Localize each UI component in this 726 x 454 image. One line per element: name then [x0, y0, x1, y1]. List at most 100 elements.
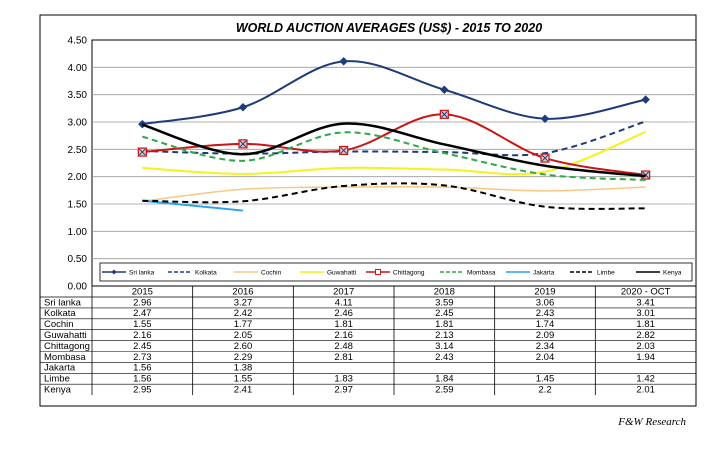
table-row: Mombasa 2.73 2.29 2.81 2.43 2.04 1.94	[44, 352, 655, 363]
table-cell: 1.55	[234, 374, 253, 385]
x-tick-label: 2017	[333, 287, 354, 298]
table-cell: 2.47	[133, 308, 152, 319]
table-cell: 1.56	[133, 374, 152, 385]
plot-area	[91, 39, 697, 287]
table-cell: 2.01	[636, 385, 655, 396]
table-cell: 1.45	[536, 374, 555, 385]
table-cell: 2.2	[538, 385, 551, 396]
legend-item-kolkata: Kolkata	[168, 269, 217, 276]
table-cell: 2.29	[234, 352, 253, 363]
series-kenya	[141, 122, 646, 178]
legend-item-sri-lanka: Sri lanka	[102, 269, 155, 276]
table-cell: 2.42	[234, 308, 253, 319]
table-cell: 1.77	[234, 319, 253, 330]
legend-item-kenya: Kenya	[636, 269, 682, 276]
legend-label: Cochin	[261, 269, 282, 276]
table-cell: 1.42	[636, 374, 655, 385]
series-mombasa	[142, 131, 646, 181]
table-row: Sri lanka 2.96 3.27 4.11 3.59 3.06 3.41	[44, 297, 655, 308]
table-cell: 3.27	[234, 297, 253, 308]
table-row: Chittagong 2.45 2.60 2.48 3.14 2.34 2.03	[44, 341, 655, 352]
y-tick-label: 1.00	[68, 227, 88, 238]
table-cell: 1.81	[435, 319, 454, 330]
table-cell: 2.45	[435, 308, 454, 319]
table-cell: 2.03	[636, 341, 655, 352]
legend-item-chittagong: Chittagong	[366, 269, 425, 276]
data-point	[439, 85, 449, 95]
table-cell: 2.48	[334, 341, 353, 352]
y-tick-label: 3.50	[68, 90, 88, 101]
data-point	[339, 56, 349, 66]
table-cell: 1.83	[334, 374, 353, 385]
series-line-mombasa	[142, 131, 646, 181]
table-cell: 2.34	[536, 341, 555, 352]
table-row-label: Mombasa	[44, 352, 86, 363]
table-cell: 4.11	[335, 297, 353, 308]
table-cell: 1.55	[133, 319, 152, 330]
table-cell: 1.84	[435, 374, 454, 385]
table-row-label: Limbe	[44, 374, 70, 385]
data-table: 2015 2016 2017 2018 2019 2020 - OCT Sri lanka 2…	[40, 286, 697, 396]
table-cell: 2.04	[536, 352, 555, 363]
legend-item-limbe: Limbe	[570, 269, 615, 276]
series-sri-lanka	[137, 56, 651, 129]
table-cell: 2.95	[133, 385, 152, 396]
table-row-label: Chittagong	[44, 341, 90, 352]
table-cell: 1.81	[636, 319, 655, 330]
y-tick-label: 1.50	[68, 200, 88, 211]
legend-item-guwahatti: Guwahatti	[300, 269, 356, 276]
table-row: Guwahatti 2.16 2.05 2.16 2.13 2.09 2.82	[44, 330, 655, 341]
table-row-label: Guwahatti	[44, 330, 87, 341]
y-tick-label: 2.00	[68, 172, 88, 183]
table-cell: 2.05	[234, 330, 253, 341]
x-tick-label: 2019	[534, 287, 555, 298]
table-cell: 2.96	[133, 297, 152, 308]
legend-item-jakarta: Jakarta	[506, 269, 555, 276]
legend-label: Kolkata	[195, 269, 217, 276]
table-row: Limbe 1.56 1.55 1.83 1.84 1.45 1.42	[44, 374, 655, 385]
table-cell: 2.09	[536, 330, 555, 341]
y-tick-label: 4.50	[68, 36, 88, 47]
data-point	[540, 114, 550, 124]
series-limbe	[142, 182, 646, 210]
table-cell: 3.01	[636, 308, 655, 319]
y-tick-label: 3.00	[68, 118, 88, 129]
legend-item-cochin: Cochin	[234, 269, 282, 276]
series-line-cochin	[142, 185, 646, 203]
legend-box	[99, 262, 693, 282]
data-point	[641, 95, 651, 104]
table-cell: 3.41	[636, 297, 655, 308]
table-cell: 2.13	[435, 330, 454, 341]
legend-marker	[111, 269, 117, 275]
y-axis: 0.00 0.50 1.00 1.50 2.00 2.50 3.00 3.50 4.00 4.50	[68, 36, 88, 293]
table-row-label: Cochin	[44, 319, 74, 330]
table-cell: 2.59	[435, 385, 454, 396]
series-line-kenya	[141, 122, 646, 178]
series-line-sri-lanka	[142, 60, 646, 126]
y-tick-label: 0.00	[68, 282, 88, 293]
data-point-cross	[541, 154, 549, 162]
y-tick-label: 2.50	[68, 145, 88, 156]
y-tick-label: 0.50	[68, 254, 88, 265]
table-cell: 2.82	[636, 330, 655, 341]
table-cell: 2.41	[234, 385, 253, 396]
series-kolkata	[142, 120, 646, 157]
data-point-cross	[138, 148, 146, 156]
legend-label: Sri lanka	[129, 269, 155, 276]
series-guwahatti	[142, 130, 647, 176]
table-cell: 2.45	[133, 341, 152, 352]
table-cell: 2.16	[133, 330, 152, 341]
table-cell: 3.14	[435, 341, 454, 352]
series-jakarta	[142, 199, 244, 212]
data-point-cross	[440, 110, 448, 118]
legend-label: Kenya	[663, 269, 682, 276]
table-cell: 1.56	[133, 363, 152, 374]
table-cell: 2.97	[334, 385, 353, 396]
table-cell: 2.60	[234, 341, 253, 352]
table-row-label: Sri lanka	[44, 297, 82, 308]
x-tick-label: 2018	[434, 287, 455, 298]
series-layer	[137, 56, 651, 212]
legend-label: Limbe	[597, 269, 615, 276]
table-cell: 2.43	[435, 352, 454, 363]
